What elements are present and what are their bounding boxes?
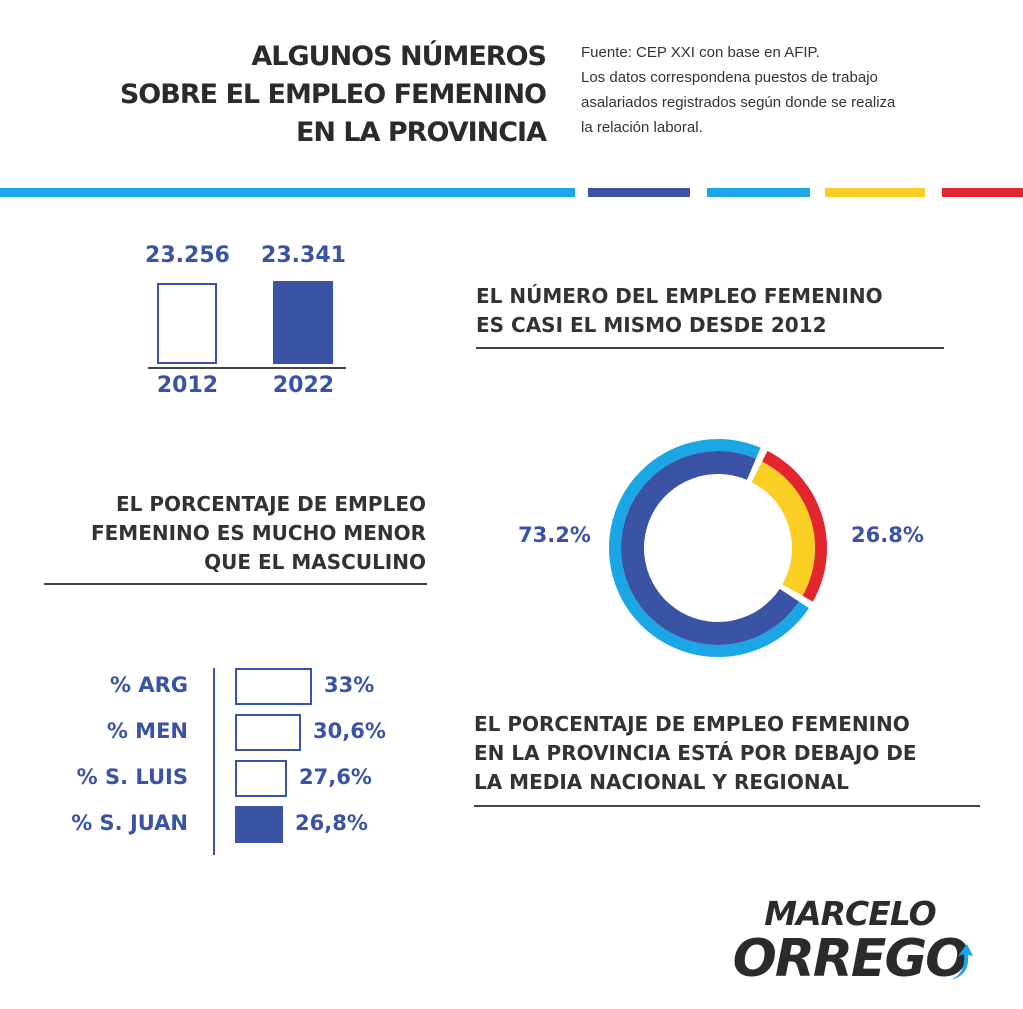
- logo-line1: MARCELO: [764, 894, 936, 933]
- heading-line: EN LA PROVINCIA ESTÁ POR DEBAJO DE: [474, 741, 917, 765]
- donut-segment-outer: [762, 450, 827, 602]
- bar-value-label: 30,6%: [313, 719, 386, 743]
- heading-line: ES CASI EL MISMO DESDE 2012: [476, 313, 827, 337]
- baseline: [148, 367, 346, 369]
- section-heading: EL PORCENTAJE DE EMPLEO FEMENINO ES MUCH…: [91, 490, 426, 577]
- donut-label-73: 73.2%: [518, 523, 591, 547]
- bar-value-label: 33%: [324, 673, 375, 697]
- bar-value-label: 23.256: [145, 243, 230, 268]
- hbar: [235, 760, 287, 797]
- page-title: ALGUNOS NÚMEROS SOBRE EL EMPLEO FEMENINO…: [119, 38, 547, 152]
- title-line: SOBRE EL EMPLEO FEMENINO: [119, 79, 547, 110]
- title-line: ALGUNOS NÚMEROS: [251, 41, 547, 72]
- bar-value-label: 26,8%: [295, 811, 368, 835]
- source-line: Fuente: CEP XXI con base en AFIP.: [581, 44, 820, 61]
- bar-value-label: 23.341: [261, 243, 346, 268]
- bar-category-label: % ARG: [109, 673, 188, 697]
- arrow-up-icon: [950, 944, 973, 980]
- heading-line: FEMENINO ES MUCHO MENOR: [90, 521, 426, 545]
- heading-line: EL PORCENTAJE DE EMPLEO FEMENINO: [474, 712, 910, 736]
- title-line: EN LA PROVINCIA: [295, 117, 547, 148]
- x-tick-label: 2012: [156, 373, 219, 398]
- heading-line: QUE EL MASCULINO: [204, 550, 426, 574]
- section-heading: EL NÚMERO DEL EMPLEO FEMENINO ES CASI EL…: [476, 282, 883, 340]
- axis-line: [213, 668, 215, 855]
- divider: [44, 583, 427, 585]
- hbar: [235, 714, 301, 751]
- source-line: la relación laboral.: [581, 119, 703, 136]
- stripe-yellow: [825, 188, 925, 197]
- stripe-light-blue: [707, 188, 810, 197]
- donut-label-27: 26.8%: [851, 523, 924, 547]
- logo: MARCELO ORREGO: [730, 894, 973, 989]
- source-line: Los datos correspondena puestos de traba…: [581, 69, 878, 86]
- hbar: [235, 806, 283, 843]
- bar-category-label: % MEN: [106, 719, 188, 743]
- bar-category-label: % S. JUAN: [71, 811, 188, 835]
- donut-chart: [609, 439, 827, 657]
- section-heading: EL PORCENTAJE DE EMPLEO FEMENINO EN LA P…: [474, 710, 917, 797]
- source-note: Fuente: CEP XXI con base en AFIP. Los da…: [581, 40, 895, 140]
- x-tick-label: 2022: [272, 373, 335, 398]
- divider: [476, 347, 944, 349]
- bar-category-label: % S. LUIS: [76, 765, 188, 789]
- logo-line2: ORREGO: [732, 929, 970, 989]
- bar-2012: [157, 283, 217, 364]
- stripe-dark-blue: [588, 188, 690, 197]
- divider: [474, 805, 980, 807]
- donut-segment-27: [751, 461, 815, 596]
- stripe-light-blue: [0, 188, 575, 197]
- stripe-red: [942, 188, 1023, 197]
- heading-line: LA MEDIA NACIONAL Y REGIONAL: [474, 770, 849, 794]
- heading-line: EL NÚMERO DEL EMPLEO FEMENINO: [476, 284, 883, 308]
- bar-2022: [273, 281, 333, 364]
- bar-value-label: 27,6%: [299, 765, 372, 789]
- hbar: [235, 668, 312, 705]
- source-line: asalariados registrados según donde se r…: [581, 94, 896, 111]
- heading-line: EL PORCENTAJE DE EMPLEO: [116, 492, 426, 516]
